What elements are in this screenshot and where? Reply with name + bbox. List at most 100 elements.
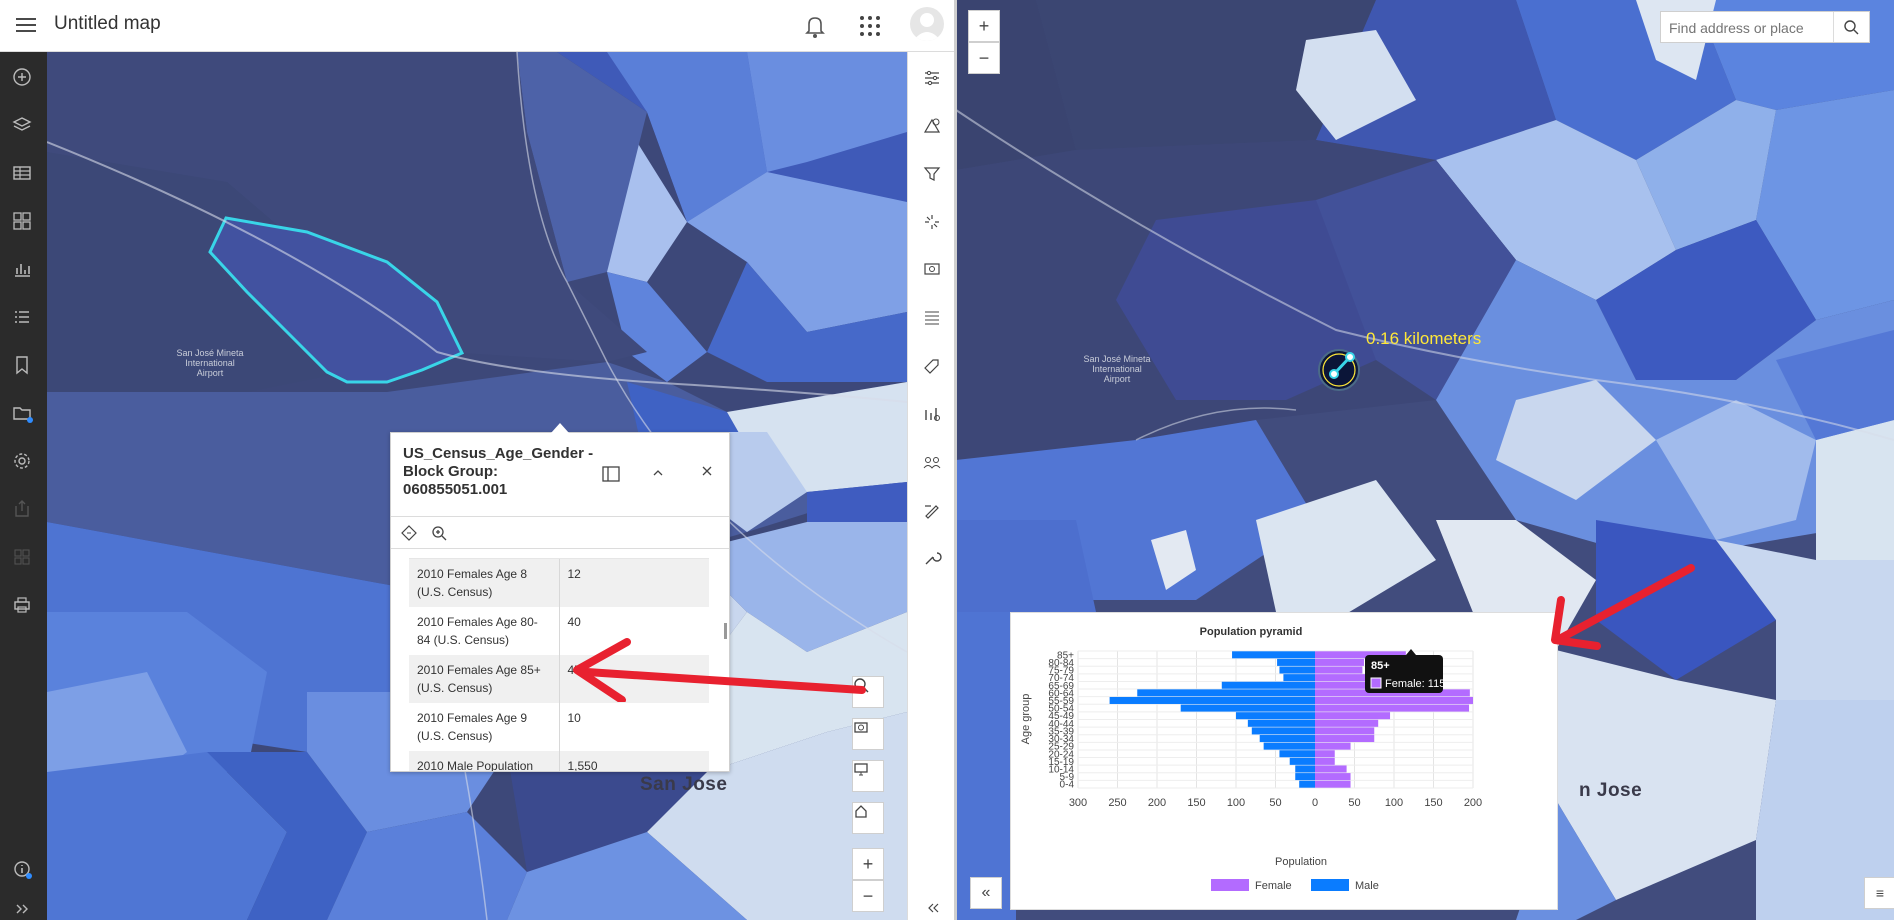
- field-name: 2010 Male Population: [409, 751, 560, 771]
- bookmark-icon[interactable]: [11, 354, 33, 376]
- y-tick-label: 30-34: [1048, 734, 1074, 745]
- configure-icon[interactable]: [922, 404, 942, 424]
- map-view[interactable]: San José Mineta International Airport Sa…: [47, 52, 907, 920]
- tooltip-caret: [1406, 649, 1416, 655]
- female-bar: [1315, 735, 1375, 743]
- x-tick-label: 250: [1108, 797, 1126, 809]
- city-label: n Jose: [1579, 780, 1643, 801]
- list-icon[interactable]: ≡: [1864, 877, 1894, 909]
- add-icon[interactable]: [11, 66, 33, 88]
- info-icon[interactable]: [11, 858, 33, 880]
- sketch-icon[interactable]: [922, 500, 942, 520]
- y-tick-label: 20-24: [1048, 749, 1074, 760]
- fields-icon[interactable]: [922, 308, 942, 328]
- expand-chart-button[interactable]: «: [970, 877, 1002, 909]
- male-bar: [1236, 712, 1315, 720]
- menu-icon[interactable]: [14, 14, 38, 36]
- female-bar: [1315, 757, 1335, 765]
- x-tick-label: 200: [1148, 797, 1166, 809]
- female-bar: [1315, 666, 1363, 674]
- male-bar: [1109, 696, 1315, 704]
- legend-swatch-female: [1211, 879, 1249, 891]
- tools-icon[interactable]: [922, 548, 942, 568]
- x-tick-label: 100: [1385, 797, 1403, 809]
- print-icon[interactable]: [11, 594, 33, 616]
- field-name: 2010 Females Age 8 (U.S. Census): [409, 559, 560, 607]
- app-launcher-icon[interactable]: [856, 12, 884, 40]
- right-map-viewer[interactable]: San José Mineta International Airport n …: [956, 0, 1894, 920]
- search-icon[interactable]: [1833, 12, 1869, 42]
- display-icon[interactable]: [852, 760, 884, 792]
- y-tick-label: 25-29: [1048, 742, 1074, 753]
- map-title[interactable]: Untitled map: [54, 13, 161, 34]
- male-bar: [1180, 704, 1315, 712]
- airport-label: San José Mineta International Airport: [1083, 354, 1151, 384]
- field-value: 12: [567, 567, 581, 581]
- properties-icon[interactable]: [922, 68, 942, 88]
- male-bar: [1295, 765, 1315, 773]
- male-bar: [1232, 651, 1315, 659]
- chart-icon[interactable]: [11, 258, 33, 280]
- annotation-arrow-icon: [573, 638, 866, 702]
- population-pyramid-chart[interactable]: Population pyramid 300 250 200 150 100 50 0 50 10…: [1010, 612, 1558, 910]
- popup-title: US_Census_Age_Gender - Block Group: 0608…: [403, 445, 594, 498]
- folder-icon[interactable]: [11, 402, 33, 424]
- male-bar: [1279, 750, 1315, 758]
- locate-icon[interactable]: [399, 523, 419, 543]
- close-icon[interactable]: [699, 463, 715, 481]
- table-row: 2010 Females Age 8 (U.S. Census) 12: [409, 559, 709, 607]
- female-bar: [1315, 727, 1375, 735]
- female-bar: [1315, 765, 1347, 773]
- feature-popup[interactable]: US_Census_Age_Gender - Block Group: 0608…: [390, 423, 730, 772]
- y-tick-label: 10-14: [1048, 764, 1074, 775]
- male-bar: [1283, 674, 1315, 682]
- filter-icon[interactable]: [922, 164, 942, 184]
- screenshot-icon[interactable]: [852, 718, 884, 750]
- male-bar: [1251, 727, 1315, 735]
- aggregation-icon[interactable]: [922, 452, 942, 472]
- zoom-out-button[interactable]: −: [968, 42, 1000, 74]
- y-tick-label: 60-64: [1048, 688, 1074, 699]
- x-tick-label: 150: [1187, 797, 1205, 809]
- y-tick-label: 65-69: [1048, 681, 1074, 692]
- male-bar: [1279, 666, 1315, 674]
- x-tick-label: 0: [1312, 797, 1318, 809]
- layers-icon[interactable]: [11, 114, 33, 136]
- settings-icon[interactable]: [11, 450, 33, 472]
- search-input[interactable]: [1669, 19, 1829, 37]
- zoom-in-button[interactable]: +: [852, 848, 884, 880]
- y-axis-label: Age group: [1020, 694, 1032, 745]
- effects-icon[interactable]: [922, 212, 942, 232]
- y-tick-label: 0-4: [1060, 780, 1075, 791]
- pop-ups-icon[interactable]: [922, 260, 942, 280]
- basemap-icon[interactable]: [11, 210, 33, 232]
- tooltip-swatch: [1370, 677, 1382, 689]
- male-bar: [1221, 681, 1315, 689]
- dock-icon[interactable]: [602, 466, 620, 482]
- styles-icon[interactable]: [922, 116, 942, 136]
- male-bar: [1289, 757, 1315, 765]
- table-icon[interactable]: [11, 162, 33, 184]
- user-avatar[interactable]: [910, 7, 944, 41]
- female-bar: [1315, 750, 1335, 758]
- y-tick-label: 55-59: [1048, 696, 1074, 707]
- x-tick-label: 50: [1348, 797, 1360, 809]
- y-tick-label: 50-54: [1048, 704, 1074, 715]
- legend-icon[interactable]: [11, 306, 33, 328]
- x-tick-label: 50: [1269, 797, 1281, 809]
- popup-scrollbar[interactable]: [724, 623, 727, 639]
- zoom-out-button[interactable]: −: [852, 880, 884, 912]
- tooltip-title: 85+: [1371, 660, 1390, 672]
- y-tick-label: 40-44: [1048, 719, 1074, 730]
- search-widget[interactable]: [1660, 11, 1870, 43]
- home-icon[interactable]: [852, 802, 884, 834]
- zoom-in-button[interactable]: +: [968, 10, 1000, 42]
- zoom-to-icon[interactable]: [429, 523, 449, 543]
- collapse-icon[interactable]: [922, 898, 942, 918]
- right-settings-toolbar: [907, 52, 956, 920]
- labels-icon[interactable]: [922, 356, 942, 376]
- pyramid-svg: Population pyramid 300 250 200 150 100 50 0 50 10…: [1020, 626, 1482, 892]
- collapse-icon[interactable]: [650, 465, 666, 481]
- expand-icon[interactable]: [11, 898, 33, 920]
- notifications-icon[interactable]: [800, 12, 830, 40]
